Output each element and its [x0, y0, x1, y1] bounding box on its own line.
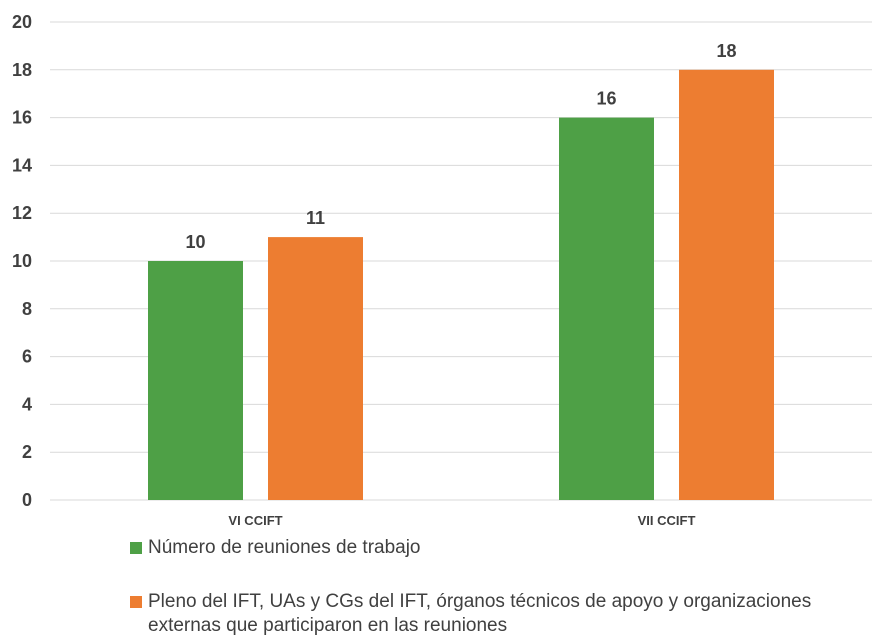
data-label: 11	[306, 208, 325, 228]
bars	[148, 69, 774, 501]
bar	[679, 69, 774, 501]
y-tick-label: 4	[22, 394, 32, 414]
legend-item-participantes: Pleno del IFT, UAs y CGs del IFT, órgano…	[130, 590, 850, 638]
x-axis-category-labels: VI CCIFT VII CCIFT	[228, 513, 695, 528]
legend-label: Número de reuniones de trabajo	[148, 537, 421, 558]
y-tick-label: 14	[12, 155, 32, 175]
y-tick-label: 12	[12, 203, 32, 223]
category-label: VII CCIFT	[638, 513, 696, 528]
y-tick-label: 2	[22, 442, 32, 462]
y-tick-label: 6	[22, 347, 32, 367]
y-tick-label: 16	[12, 108, 32, 128]
bar	[268, 237, 363, 500]
data-label: 16	[596, 89, 616, 109]
y-tick-label: 20	[12, 12, 32, 32]
legend-label: Pleno del IFT, UAs y CGs del IFT, órgano…	[148, 591, 812, 636]
data-label: 18	[716, 41, 736, 61]
y-axis-tick-labels: 0 2 4 6 8 10 12 14 16 18 20	[12, 12, 32, 510]
category-label: VI CCIFT	[228, 513, 282, 528]
y-tick-label: 0	[22, 490, 32, 510]
legend-swatch-green	[130, 542, 142, 554]
bar	[559, 117, 654, 500]
data-label: 10	[185, 232, 205, 252]
data-labels: 10 11 16 18	[185, 41, 736, 252]
legend-item-reuniones: Número de reuniones de trabajo	[130, 536, 850, 560]
y-tick-label: 18	[12, 60, 32, 80]
y-tick-label: 8	[22, 299, 32, 319]
legend-swatch-orange	[130, 596, 142, 608]
bar-chart: 0 2 4 6 8 10 12 14 16 18 20 10 11 16 18 VI CCIFT VII C…	[12, 12, 872, 528]
y-tick-label: 10	[12, 251, 32, 271]
bar	[148, 261, 243, 500]
